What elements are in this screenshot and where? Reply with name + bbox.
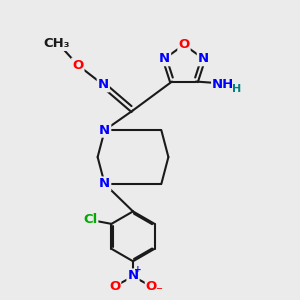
Text: Cl: Cl [83, 213, 97, 226]
Text: NH: NH [212, 78, 234, 91]
Text: O: O [146, 280, 157, 293]
Text: O: O [72, 58, 83, 72]
Text: N: N [99, 124, 110, 137]
Text: H: H [232, 84, 241, 94]
Text: N: N [198, 52, 209, 65]
Text: N: N [159, 52, 170, 65]
Text: N: N [98, 78, 109, 92]
Text: N: N [99, 178, 110, 190]
Text: +: + [134, 265, 142, 274]
Text: N: N [128, 269, 139, 283]
Text: O: O [109, 280, 120, 293]
Text: ⁻: ⁻ [155, 285, 162, 298]
Text: O: O [178, 38, 190, 51]
Text: CH₃: CH₃ [43, 37, 70, 50]
